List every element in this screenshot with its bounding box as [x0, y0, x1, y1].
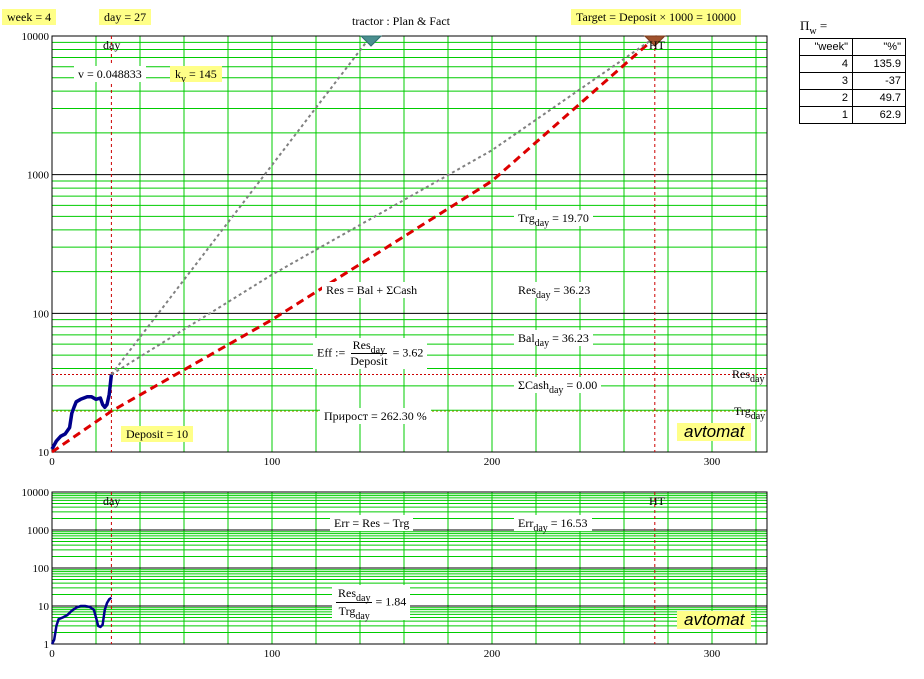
lower-x-tick-label: 300 [704, 648, 721, 660]
table-cell: 4 [799, 55, 853, 73]
table-cell: 49.7 [852, 89, 906, 107]
main-x-tick-label: 300 [704, 456, 721, 468]
table-header-percent: "%" [852, 38, 906, 56]
res-line-label: Resday [732, 367, 765, 385]
lower-x-tick-label: 100 [264, 648, 281, 660]
main-series-line-0 [50, 374, 114, 450]
day-marker-label: day [103, 38, 121, 52]
table-row: 4 135.9 [799, 55, 906, 73]
table-cell: 2 [799, 89, 853, 107]
lower-y-tick-label: 1000 [27, 525, 50, 537]
table-header-week: "week" [799, 38, 853, 56]
res-day-value: Resday = 36.23 [514, 282, 595, 301]
lower-y-tick-label: 100 [33, 563, 50, 575]
main-y-tick-label: 100 [33, 308, 50, 320]
cash-day-value: ΣCashday = 0.00 [514, 377, 602, 396]
table-cell: 3 [799, 72, 853, 90]
table-cell: 135.9 [852, 55, 906, 73]
main-series-line-3 [110, 35, 658, 376]
forecast-target-marker [359, 35, 383, 47]
main-x-tick-label: 200 [484, 456, 501, 468]
lower-x-tick-label: 200 [484, 648, 501, 660]
lower-y-tick-label: 10000 [22, 487, 50, 499]
main-x-tick-label: 100 [264, 456, 281, 468]
growth-value: Прирост = 262.30 % [320, 408, 431, 424]
kv-value: kv = 145 [170, 66, 222, 85]
table-row: 3 -37 [799, 72, 906, 90]
main-series-line-1 [51, 34, 658, 454]
main-y-tick-label: 1000 [27, 170, 50, 182]
lower-plot-area: 0 100 200 300 1 10 100 1000 10000 [22, 487, 768, 660]
day-marker-label-lower: day [103, 494, 121, 508]
lower-y-tick-label: 1 [44, 639, 50, 651]
lower-series-line-0 [50, 596, 113, 645]
lower-frame [51, 491, 768, 645]
day-label: day = 27 [99, 9, 152, 25]
ht-marker-label: HT [649, 38, 665, 52]
table-cell: -37 [852, 72, 906, 90]
ht-marker-label-lower: HT [649, 494, 665, 508]
lower-x-tick-label: 0 [49, 648, 55, 660]
trg-day-value: Trgday = 19.70 [514, 210, 593, 229]
main-y-tick-label: 10 [38, 447, 50, 459]
weekly-percent-table: "week" "%" 4 135.9 3 -37 2 49.7 1 62.9 [799, 38, 906, 124]
deposit-value: Deposit = 10 [121, 426, 194, 442]
trg-line-label: Trgday [734, 404, 766, 422]
ratio-formula: Resday Trgday = 1.84 [332, 585, 411, 622]
chart-title: tractor : Plan & Fact [352, 14, 450, 28]
week-label: week = 4 [2, 9, 57, 25]
main-x-tick-label: 0 [49, 456, 55, 468]
avtomat-badge-lower: avtomat [677, 611, 752, 629]
eff-formula: Eff := Resday Deposit = 3.62 [313, 338, 428, 369]
side-table-title: Пw = [800, 18, 828, 37]
main-frame [51, 35, 768, 453]
main-y-tick-label: 10000 [22, 31, 50, 43]
err-day-value: Errday = 16.53 [514, 515, 592, 534]
lower-y-tick-label: 10 [38, 601, 50, 613]
table-row: 1 62.9 [799, 106, 906, 124]
bal-day-value: Balday = 36.23 [514, 330, 593, 349]
table-cell: 1 [799, 106, 853, 124]
err-formula: Err = Res − Trg [330, 515, 414, 531]
table-row: 2 49.7 [799, 89, 906, 107]
table-header-row: "week" "%" [799, 38, 906, 56]
res-formula: Res = Bal + ΣCash [322, 282, 422, 298]
table-cell: 62.9 [852, 106, 906, 124]
target-label: Target = Deposit × 1000 = 10000 [571, 9, 741, 25]
main-series-line-2 [110, 35, 372, 376]
v-value: v = 0.048833 [74, 66, 146, 82]
plan-target-marker [643, 35, 667, 47]
main-plot-area: 0 100 200 300 10 100 1000 10000 [22, 31, 768, 468]
avtomat-badge-main: avtomat [677, 423, 752, 441]
